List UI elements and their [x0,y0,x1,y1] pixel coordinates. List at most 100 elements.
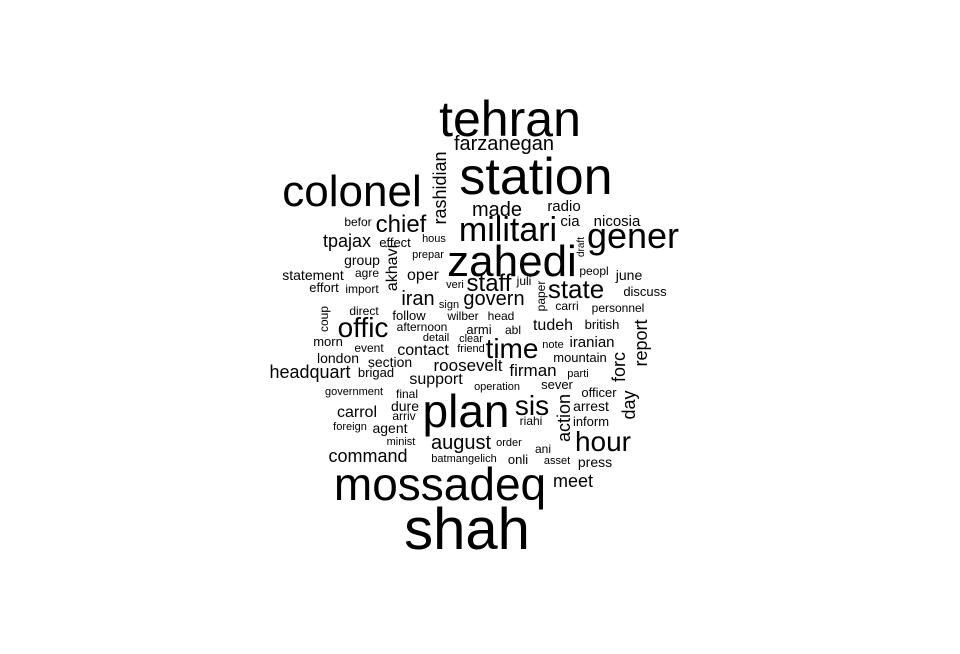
word-import: import [345,282,379,296]
word-tehran: tehran [439,91,581,147]
word-command: command [328,446,407,466]
word-morn: morn [313,334,343,349]
word-minist: minist [387,436,416,448]
word-zahedi: zahedi [447,237,577,286]
word-afternoon: afternoon [397,320,448,334]
word-staff: staff [467,270,512,297]
word-iran: iran [401,288,434,310]
word-paper: paper [534,281,548,312]
word-support: support [409,371,463,388]
word-iranian: iranian [569,334,614,351]
word-arriv: arriv [392,409,415,423]
word-foreign: foreign [333,421,367,433]
word-veri: veri [446,279,464,291]
word-carri: carri [555,299,578,313]
word-asset: asset [544,455,570,467]
word-final: final [396,387,418,401]
word-wilber: wilber [446,309,478,323]
word-headquart: headquart [269,362,350,382]
word-parti: parti [567,368,588,380]
word-june: june [615,267,643,283]
word-mossadeq: mossadeq [334,458,546,510]
word-direct: direct [349,304,379,318]
word-juli: juli [516,274,532,288]
word-dure: dure [391,398,419,414]
word-group: group [344,252,380,268]
word-mountain: mountain [553,350,606,365]
word-cia: cia [560,213,580,230]
word-follow: follow [392,308,426,323]
word-offic: offic [338,312,389,343]
word-personnel: personnel [592,301,645,315]
word-roosevelt: roosevelt [434,356,503,375]
word-effect: effect [379,235,411,250]
word-batmangelich: batmangelich [431,453,496,465]
word-sign: sign [439,299,459,311]
word-station: station [459,148,612,206]
word-press: press [578,454,612,470]
word-sis: sis [515,390,549,421]
word-meet: meet [553,471,593,491]
word-action: action [554,394,574,442]
word-detail: detail [423,332,449,344]
word-govern: govern [463,288,524,310]
word-section: section [368,354,412,370]
word-friend: friend [457,343,485,355]
word-radio: radio [547,198,580,215]
word-made: made [472,199,522,221]
word-firman: firman [509,361,556,380]
word-operation: operation [474,381,520,393]
word-british: british [585,317,620,332]
word-armi: armi [466,322,491,337]
word-draft: draft [576,237,587,257]
word-colonel: colonel [282,167,421,216]
word-order: order [496,437,522,449]
word-government: government [325,386,383,398]
word-statement: statement [282,267,344,283]
word-hous: hous [422,233,446,245]
word-peopl: peopl [579,264,608,278]
word-effort: effort [309,280,339,295]
word-befor: befor [344,215,371,229]
word-tudeh: tudeh [533,317,573,334]
word-report: report [631,319,651,366]
word-brigad: brigad [358,365,394,380]
word-carrol: carrol [337,404,377,421]
word-agent: agent [372,420,407,436]
word-militari: militari [459,211,557,249]
word-nicosia: nicosia [594,213,641,230]
word-gener: gener [587,215,679,256]
word-plan: plan [423,385,510,437]
word-day: day [619,390,639,419]
word-event: event [354,341,384,355]
word-coup: coup [317,306,331,332]
word-head: head [488,309,515,323]
word-tpajax: tpajax [323,231,371,251]
word-time: time [486,333,539,364]
word-note: note [542,339,563,351]
word-sever: sever [541,377,573,392]
word-abl: abl [505,323,521,337]
word-rashidian: rashidian [430,151,450,224]
word-london: london [317,350,359,366]
word-state: state [548,274,604,304]
word-discuss: discuss [623,284,667,299]
word-onli: onli [508,452,528,467]
word-hour: hour [575,426,631,457]
word-farzanegan: farzanegan [454,133,554,155]
word-oper: oper [407,267,440,284]
word-prepar: prepar [412,249,444,261]
word-ani: ani [535,442,551,456]
word-contact: contact [397,342,449,359]
word-arrest: arrest [573,398,609,414]
word-chief: chief [376,211,427,238]
word-shah: shah [404,497,530,562]
word-officer: officer [581,385,617,400]
word-inform: inform [573,414,609,429]
word-august: august [431,432,491,454]
word-agre: agre [355,266,379,280]
word-riahi: riahi [520,414,543,428]
word-clear: clear [459,333,483,345]
word-forc: forc [609,352,629,382]
